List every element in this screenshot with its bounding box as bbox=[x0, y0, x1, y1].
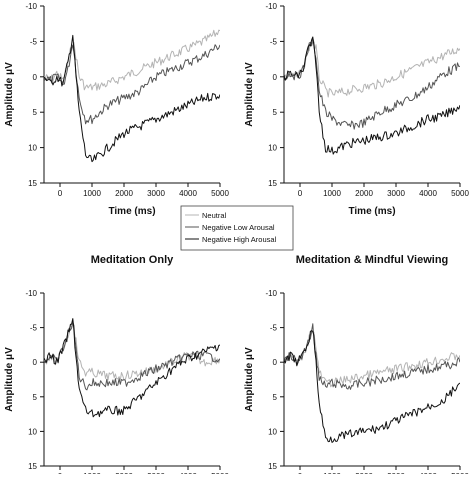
x-tick-label: 4000 bbox=[179, 189, 197, 198]
y-tick-label: 0 bbox=[273, 358, 278, 367]
x-tick-label: 3000 bbox=[147, 189, 165, 198]
x-tick-label: 2000 bbox=[115, 189, 133, 198]
y-tick-label: -5 bbox=[30, 324, 38, 333]
y-axis-label: Amplitude μV bbox=[244, 347, 255, 412]
series-group bbox=[284, 36, 460, 155]
y-tick-label: -10 bbox=[25, 2, 37, 11]
series-line-high-arousal bbox=[284, 36, 460, 155]
y-tick-label: -10 bbox=[265, 289, 277, 298]
y-tick-label: 15 bbox=[28, 179, 37, 188]
series-line-neutral bbox=[44, 322, 220, 381]
y-tick-label: 0 bbox=[33, 358, 38, 367]
series-line-high-arousal bbox=[284, 330, 460, 443]
y-tick-label: -5 bbox=[30, 37, 38, 46]
y-tick-label: 10 bbox=[268, 144, 277, 153]
legend-label-high-arousal: Negative High Arousal bbox=[202, 235, 277, 244]
y-tick-label: 5 bbox=[33, 108, 38, 117]
x-tick-label: 0 bbox=[298, 189, 303, 198]
y-tick-label: -10 bbox=[265, 2, 277, 11]
y-tick-label: 15 bbox=[268, 179, 277, 188]
series-group bbox=[44, 29, 220, 163]
x-tick-label: 3000 bbox=[387, 189, 405, 198]
y-axis-label: Amplitude μV bbox=[244, 62, 255, 127]
legend: Neutral Negative Low Arousal Negative Hi… bbox=[180, 205, 294, 251]
x-tick-label: 1000 bbox=[83, 189, 101, 198]
x-tick-label: 4000 bbox=[419, 189, 437, 198]
panel-title: Meditation & Mindful Viewing bbox=[296, 254, 449, 266]
series-group bbox=[44, 318, 220, 418]
series-line-high-arousal bbox=[44, 34, 220, 163]
series-line-neutral bbox=[284, 42, 460, 98]
legend-box bbox=[180, 205, 294, 251]
erp-panel-3: -10-5051015010002000300040005000Amplitud… bbox=[4, 254, 229, 479]
series-group bbox=[284, 323, 460, 443]
y-tick-label: 5 bbox=[273, 393, 278, 402]
x-tick-label: 5000 bbox=[451, 189, 469, 198]
legend-label-neutral: Neutral bbox=[202, 211, 227, 220]
x-axis-label: Time (ms) bbox=[348, 206, 395, 217]
erp-panel-2: -10 -5 0 5 10 15 0 1000 2000 3000 4000 5000 Amplitud… bbox=[244, 2, 469, 217]
y-tick-label: 15 bbox=[268, 462, 277, 471]
x-tick-label: 1000 bbox=[323, 189, 341, 198]
x-tick-label: 0 bbox=[58, 189, 63, 198]
erp-panel-1: -10 -5 0 5 10 15 0 1000 2000 3000 4000 5000 Amplitud… bbox=[4, 2, 229, 217]
y-tick-label: 10 bbox=[28, 427, 37, 436]
series-line-low-arousal bbox=[44, 44, 220, 125]
legend-label-low-arousal: Negative Low Arousal bbox=[202, 223, 275, 232]
y-tick-label: 10 bbox=[268, 427, 277, 436]
x-axis-label: Time (ms) bbox=[108, 206, 155, 217]
x-tick-label: 2000 bbox=[355, 189, 373, 198]
y-tick-label: 10 bbox=[28, 144, 37, 153]
y-tick-label: -5 bbox=[270, 324, 278, 333]
y-axis-label: Amplitude μV bbox=[4, 62, 15, 127]
panel-title: Meditation Only bbox=[91, 254, 174, 266]
x-tick-label: 5000 bbox=[211, 189, 229, 198]
y-tick-label: 5 bbox=[33, 393, 38, 402]
erp-panel-4: -10-5051015010002000300040005000Amplitud… bbox=[244, 254, 469, 479]
y-tick-label: 5 bbox=[273, 108, 278, 117]
series-line-low-arousal bbox=[44, 321, 220, 391]
y-tick-label: -10 bbox=[25, 289, 37, 298]
y-tick-label: 0 bbox=[33, 73, 38, 82]
y-axis-label: Amplitude μV bbox=[4, 347, 15, 412]
y-tick-label: 0 bbox=[273, 73, 278, 82]
y-tick-label: 15 bbox=[28, 462, 37, 471]
y-tick-label: -5 bbox=[270, 37, 278, 46]
series-line-high-arousal bbox=[44, 318, 220, 418]
